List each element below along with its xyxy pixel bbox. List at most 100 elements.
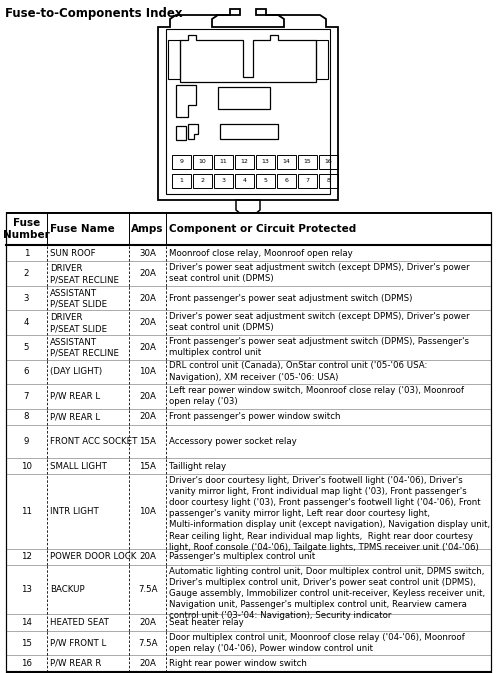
Text: 1: 1	[24, 248, 29, 258]
Text: Front passenger's power seat adjustment switch (DPMS), Passenger's
multiplex con: Front passenger's power seat adjustment …	[169, 336, 469, 357]
Text: 14: 14	[21, 618, 32, 627]
Text: Driver's power seat adjustment switch (except DPMS), Driver's power
seat control: Driver's power seat adjustment switch (e…	[169, 263, 469, 283]
Text: 12: 12	[241, 160, 248, 164]
Text: 10A: 10A	[139, 507, 156, 516]
Text: 9: 9	[24, 437, 29, 446]
Text: 8: 8	[326, 178, 330, 184]
Text: Left rear power window switch, Moonroof close relay ('03), Moonroof
open relay (: Left rear power window switch, Moonroof …	[169, 386, 464, 406]
Text: 3: 3	[222, 178, 226, 184]
Bar	[166, 29, 330, 194]
Bar	[193, 174, 212, 188]
Bar	[319, 155, 338, 169]
Text: 7.5A: 7.5A	[138, 586, 157, 594]
Text: 7: 7	[306, 178, 310, 184]
Text: Driver's door courtesy light, Driver's footwell light ('04-'06), Driver's
vanity: Driver's door courtesy light, Driver's f…	[169, 476, 490, 552]
Text: 15A: 15A	[139, 462, 156, 470]
Text: HEATED SEAT: HEATED SEAT	[50, 618, 109, 627]
Bar	[256, 174, 275, 188]
Text: 8: 8	[24, 413, 29, 421]
Bar	[319, 174, 338, 188]
Text: Fuse-to-Components Index: Fuse-to-Components Index	[5, 7, 183, 20]
Text: P/W FRONT L: P/W FRONT L	[50, 639, 106, 647]
Text: 10A: 10A	[139, 367, 156, 376]
Text: 2: 2	[24, 269, 29, 278]
Text: POWER DOOR LOCK: POWER DOOR LOCK	[50, 553, 136, 561]
Text: 15A: 15A	[139, 437, 156, 446]
Text: Fuse Name: Fuse Name	[50, 224, 115, 234]
Text: Fuse
Number: Fuse Number	[3, 218, 50, 240]
Text: 11: 11	[21, 507, 32, 516]
Text: 10: 10	[21, 462, 32, 470]
Text: SUN ROOF: SUN ROOF	[50, 248, 96, 258]
Text: P/W REAR R: P/W REAR R	[50, 659, 102, 668]
Text: 20A: 20A	[139, 618, 156, 627]
Text: Driver's power seat adjustment switch (except DPMS), Driver's power
seat control: Driver's power seat adjustment switch (e…	[169, 312, 469, 332]
Text: Door multiplex control unit, Moonroof close relay ('04-'06), Moonroof
open relay: Door multiplex control unit, Moonroof cl…	[169, 633, 464, 653]
Text: 6: 6	[285, 178, 289, 184]
Text: 13: 13	[21, 586, 32, 594]
Text: DRIVER
P/SEAT RECLINE: DRIVER P/SEAT RECLINE	[50, 264, 119, 284]
Text: FRONT ACC SOCKET: FRONT ACC SOCKET	[50, 437, 137, 446]
Bar	[172, 174, 191, 188]
Text: 2: 2	[200, 178, 204, 184]
Bar	[172, 155, 191, 169]
Text: 20A: 20A	[139, 293, 156, 303]
Text: 16: 16	[324, 160, 332, 164]
Text: 5: 5	[24, 343, 29, 352]
Bar	[298, 174, 317, 188]
Text: (DAY LIGHT): (DAY LIGHT)	[50, 367, 102, 376]
Text: 12: 12	[21, 553, 32, 561]
Text: Front passenger's power window switch: Front passenger's power window switch	[169, 413, 340, 421]
Bar	[168, 40, 180, 79]
Text: 20A: 20A	[139, 659, 156, 668]
Text: P/W REAR L: P/W REAR L	[50, 413, 100, 421]
Text: 4: 4	[243, 178, 247, 184]
Text: 20A: 20A	[139, 269, 156, 278]
Text: ASSISTANT
P/SEAT SLIDE: ASSISTANT P/SEAT SLIDE	[50, 289, 107, 309]
Text: DRIVER
P/SEAT SLIDE: DRIVER P/SEAT SLIDE	[50, 313, 107, 333]
Bar	[235, 155, 254, 169]
Text: DRL control unit (Canada), OnStar control unit ('05-'06 USA:
Navigation), XM rec: DRL control unit (Canada), OnStar contro…	[169, 361, 427, 382]
Text: SMALL LIGHT: SMALL LIGHT	[50, 462, 107, 470]
Text: 20A: 20A	[139, 392, 156, 401]
Text: 13: 13	[261, 160, 269, 164]
Text: 16: 16	[21, 659, 32, 668]
Text: 15: 15	[21, 639, 32, 647]
Text: 7: 7	[24, 392, 29, 401]
Text: Front passenger's power seat adjustment switch (DPMS): Front passenger's power seat adjustment …	[169, 293, 412, 303]
Text: Component or Circuit Protected: Component or Circuit Protected	[169, 224, 356, 234]
Bar	[176, 126, 186, 140]
Text: Automatic lighting control unit, Door multiplex control unit, DPMS switch,
Drive: Automatic lighting control unit, Door mu…	[169, 567, 485, 621]
Text: 5: 5	[263, 178, 267, 184]
Text: Passenger's multiplex control unit: Passenger's multiplex control unit	[169, 553, 315, 561]
Text: 20A: 20A	[139, 343, 156, 352]
Text: 9: 9	[180, 160, 184, 164]
Bar	[235, 174, 254, 188]
Bar	[218, 87, 270, 109]
Text: ASSISTANT
P/SEAT RECLINE: ASSISTANT P/SEAT RECLINE	[50, 338, 119, 358]
Text: 3: 3	[24, 293, 29, 303]
Text: Amps: Amps	[131, 224, 164, 234]
Text: Moonroof close relay, Moonroof open relay: Moonroof close relay, Moonroof open rela…	[169, 248, 352, 258]
Text: 20A: 20A	[139, 553, 156, 561]
Text: 7.5A: 7.5A	[138, 639, 157, 647]
Text: 6: 6	[24, 367, 29, 376]
Text: Accessory power socket relay: Accessory power socket relay	[169, 437, 297, 446]
Text: P/W REAR L: P/W REAR L	[50, 392, 100, 401]
Bar	[298, 155, 317, 169]
Text: 1: 1	[180, 178, 184, 184]
Bar	[316, 40, 328, 79]
Text: 15: 15	[304, 160, 311, 164]
Text: 14: 14	[283, 160, 291, 164]
Bar	[256, 155, 275, 169]
Text: Taillight relay: Taillight relay	[169, 462, 226, 470]
Text: Right rear power window switch: Right rear power window switch	[169, 659, 307, 668]
Text: 20A: 20A	[139, 413, 156, 421]
Bar	[277, 155, 296, 169]
Bar	[193, 155, 212, 169]
Bar	[214, 174, 233, 188]
Text: 4: 4	[24, 318, 29, 327]
Text: Seat heater relay: Seat heater relay	[169, 618, 244, 627]
Text: 10: 10	[198, 160, 206, 164]
Text: INTR LIGHT: INTR LIGHT	[50, 507, 99, 516]
